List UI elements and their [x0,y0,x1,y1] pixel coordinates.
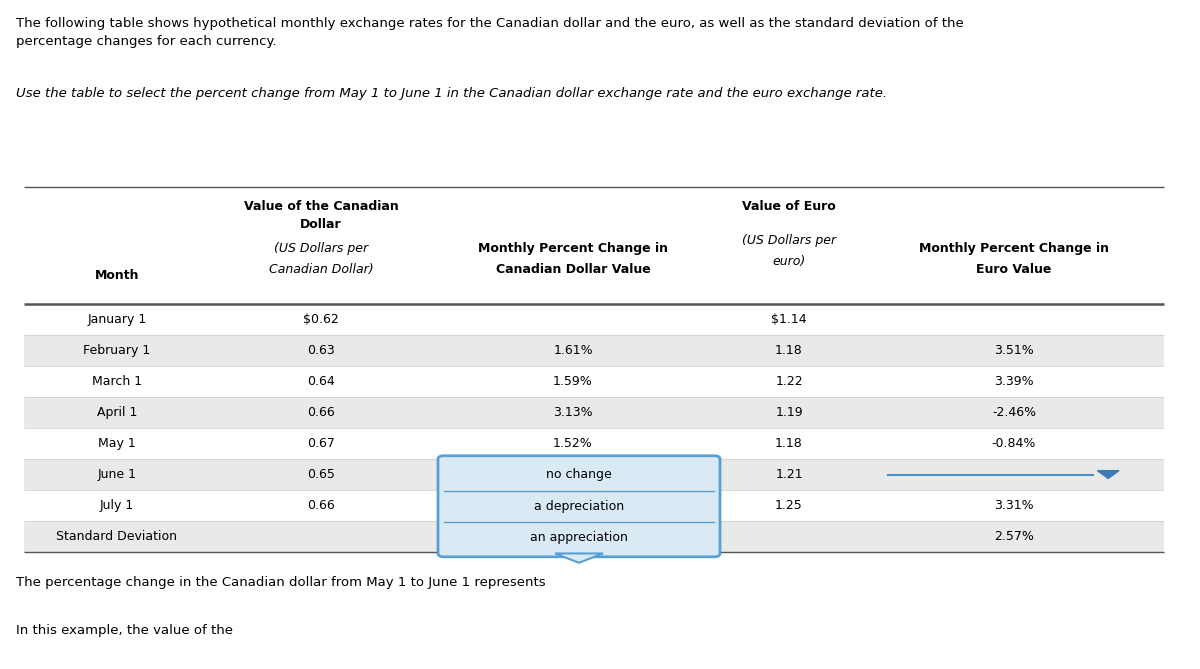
Text: an appreciation: an appreciation [530,531,628,545]
Text: 0.64: 0.64 [307,375,335,388]
Text: 2.57%: 2.57% [994,530,1034,543]
Text: March 1: March 1 [92,375,142,388]
Text: 1.18: 1.18 [775,437,803,450]
Text: Monthly Percent Change in: Monthly Percent Change in [478,242,668,255]
Bar [24,459,1164,490]
Text: 3.51%: 3.51% [994,345,1034,357]
Text: 1.52%: 1.52% [553,437,593,450]
Text: The following table shows hypothetical monthly exchange rates for the Canadian d: The following table shows hypothetical m… [16,17,964,30]
Bar [24,490,1164,521]
Bar [24,521,1164,552]
Text: 0.66: 0.66 [307,499,335,512]
Text: Canadian Dollar): Canadian Dollar) [269,263,373,276]
Text: percentage changes for each currency.: percentage changes for each currency. [16,35,276,48]
Text: 1.18: 1.18 [775,345,803,357]
Text: Use the table to select the percent change from May 1 to June 1 in the Canadian : Use the table to select the percent chan… [16,87,887,100]
Text: 0.65: 0.65 [307,468,335,481]
Text: Monthly Percent Change in: Monthly Percent Change in [919,242,1109,255]
Bar [24,335,1164,367]
Text: 1.25: 1.25 [775,499,803,512]
Text: February 1: February 1 [83,345,151,357]
Text: Month: Month [95,269,139,282]
Text: 0.66: 0.66 [307,406,335,419]
Polygon shape [554,553,602,563]
Polygon shape [1097,471,1120,478]
Text: Standard Deviation: Standard Deviation [56,530,178,543]
Text: 1.61%: 1.61% [553,345,593,357]
Text: 1.54%: 1.54% [553,499,593,512]
Bar [24,397,1164,428]
Text: 0.67: 0.67 [307,437,335,450]
Text: 3.39%: 3.39% [994,375,1034,388]
Text: (US Dollars per: (US Dollars per [274,242,368,255]
Text: The percentage change in the Canadian dollar from May 1 to June 1 represents: The percentage change in the Canadian do… [16,575,545,589]
Text: $1.14: $1.14 [772,313,806,326]
Text: 3.13%: 3.13% [553,406,593,419]
Text: 3.31%: 3.31% [994,499,1034,512]
Text: Dollar: Dollar [300,218,342,231]
Text: Euro Value: Euro Value [977,263,1051,276]
Bar [24,367,1164,397]
Text: -0.84%: -0.84% [992,437,1036,450]
Bar [24,187,1164,304]
Text: June 1: June 1 [97,468,137,481]
Text: Value of Euro: Value of Euro [742,199,836,213]
Bar [24,428,1164,459]
Text: 1.22: 1.22 [775,375,803,388]
Text: July 1: July 1 [100,499,134,512]
Text: -2.46%: -2.46% [992,406,1036,419]
Text: May 1: May 1 [98,437,136,450]
Text: April 1: April 1 [97,406,137,419]
Text: 1.21: 1.21 [775,468,803,481]
Text: euro): euro) [773,255,805,268]
Text: 1.19: 1.19 [775,406,803,419]
Text: Canadian Dollar Value: Canadian Dollar Value [496,263,650,276]
Bar [24,304,1164,335]
Text: no change: no change [546,468,612,481]
Polygon shape [650,471,672,478]
Text: 1.59%: 1.59% [553,375,593,388]
Text: (US Dollars per: (US Dollars per [742,233,836,246]
FancyBboxPatch shape [438,456,720,557]
Text: Value of the Canadian: Value of the Canadian [244,199,398,213]
Text: $0.62: $0.62 [304,313,338,326]
Text: January 1: January 1 [88,313,146,326]
Text: In this example, the value of the: In this example, the value of the [16,624,233,637]
Text: 0.63: 0.63 [307,345,335,357]
Text: 2.08%: 2.08% [553,530,593,543]
Text: a depreciation: a depreciation [534,500,624,512]
